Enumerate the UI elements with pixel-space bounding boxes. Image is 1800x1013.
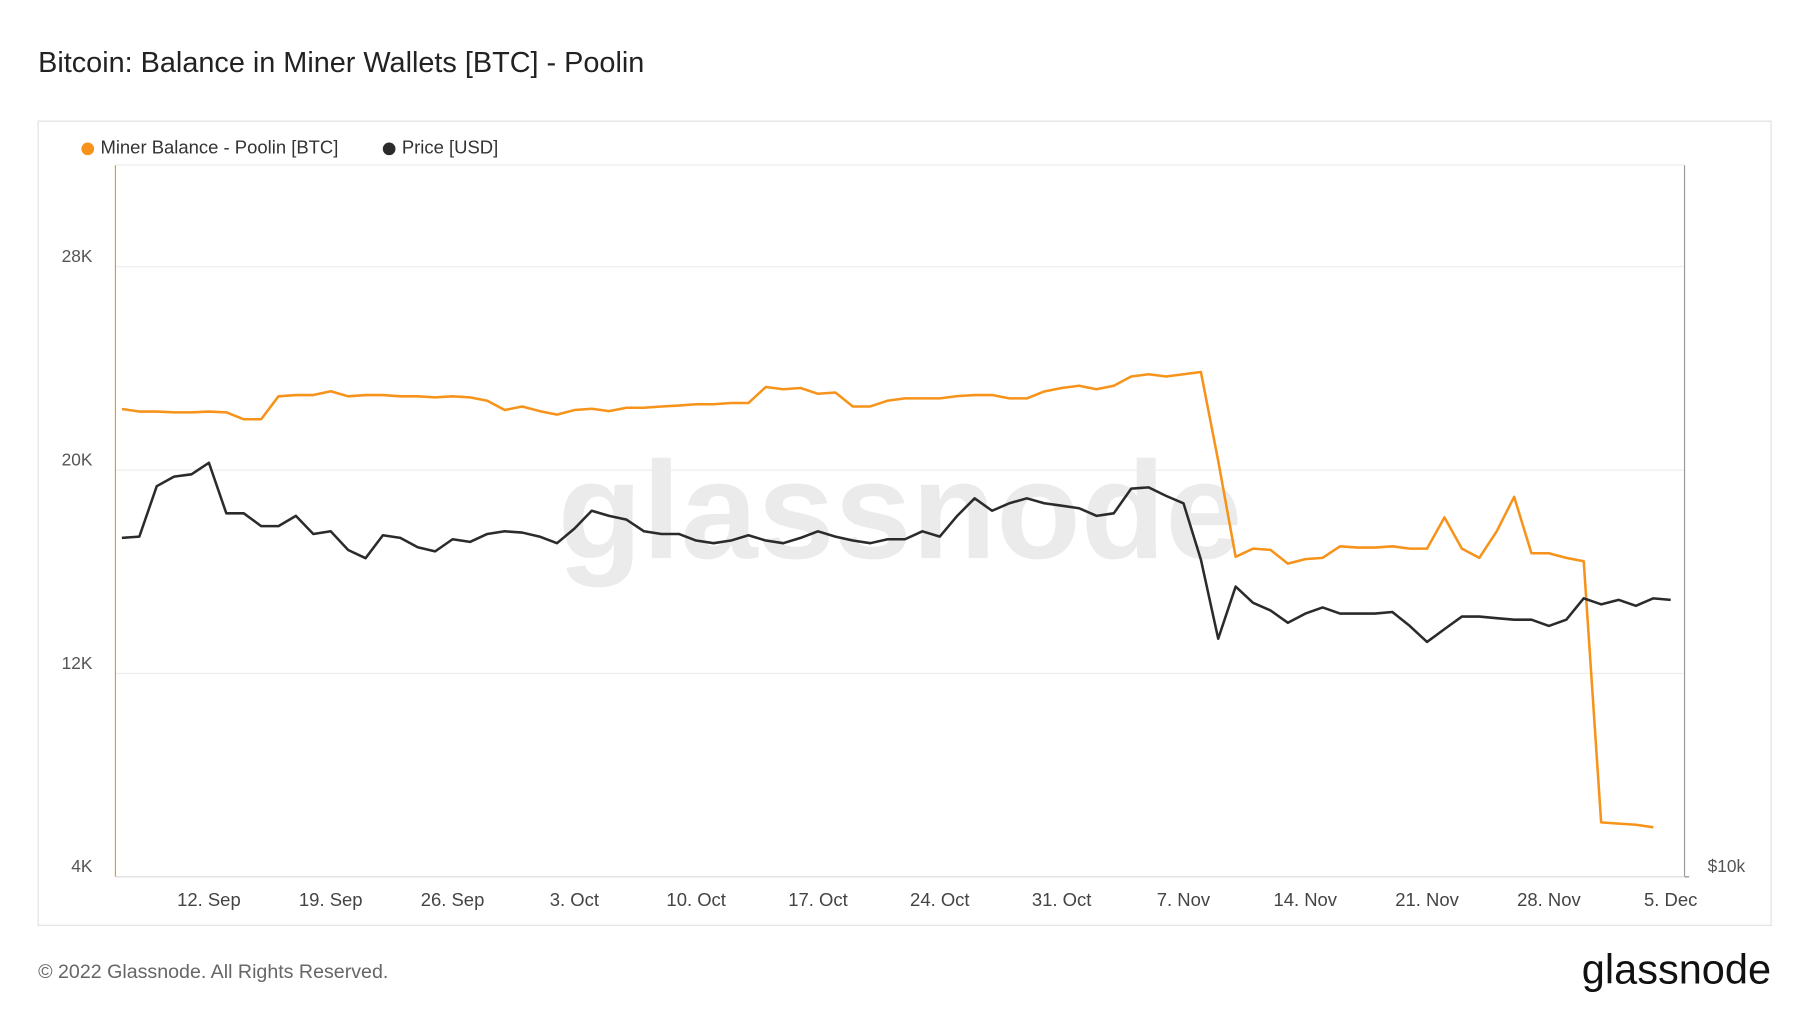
y2-tick-label: $10k (1708, 856, 1746, 876)
chart-title: Bitcoin: Balance in Miner Wallets [BTC] … (38, 47, 644, 79)
x-tick-label: 5. Dec (1644, 889, 1697, 910)
y-tick-label: 12K (62, 653, 93, 673)
x-tick-label: 26. Sep (421, 889, 485, 910)
legend-label: Miner Balance - Poolin [BTC] (100, 137, 338, 158)
x-tick-label: 17. Oct (788, 889, 847, 910)
x-tick-label: 24. Oct (910, 889, 969, 910)
x-tick-label: 12. Sep (177, 889, 241, 910)
copyright: © 2022 Glassnode. All Rights Reserved. (38, 961, 388, 983)
legend-marker (382, 142, 396, 156)
x-tick-label: 28. Nov (1517, 889, 1581, 910)
y-tick-label: 4K (71, 856, 93, 876)
x-tick-label: 21. Nov (1395, 889, 1459, 910)
series-line (121, 370, 1654, 829)
x-tick-label: 19. Sep (299, 889, 363, 910)
x-tick-label: 7. Nov (1157, 889, 1211, 910)
chart-frame (37, 120, 1772, 926)
x-tick-label: 3. Oct (550, 889, 599, 910)
series-line (121, 461, 1671, 644)
logo: glassnode (1582, 946, 1771, 993)
y-tick-label: 28K (62, 246, 93, 266)
legend-marker (81, 142, 95, 156)
legend-label: Price [USD] (402, 137, 498, 158)
x-tick-label: 31. Oct (1032, 889, 1092, 910)
watermark: glassnode (558, 434, 1243, 588)
x-tick-label: 14. Nov (1273, 889, 1337, 910)
y-tick-label: 20K (62, 449, 93, 469)
x-tick-label: 10. Oct (666, 889, 726, 910)
